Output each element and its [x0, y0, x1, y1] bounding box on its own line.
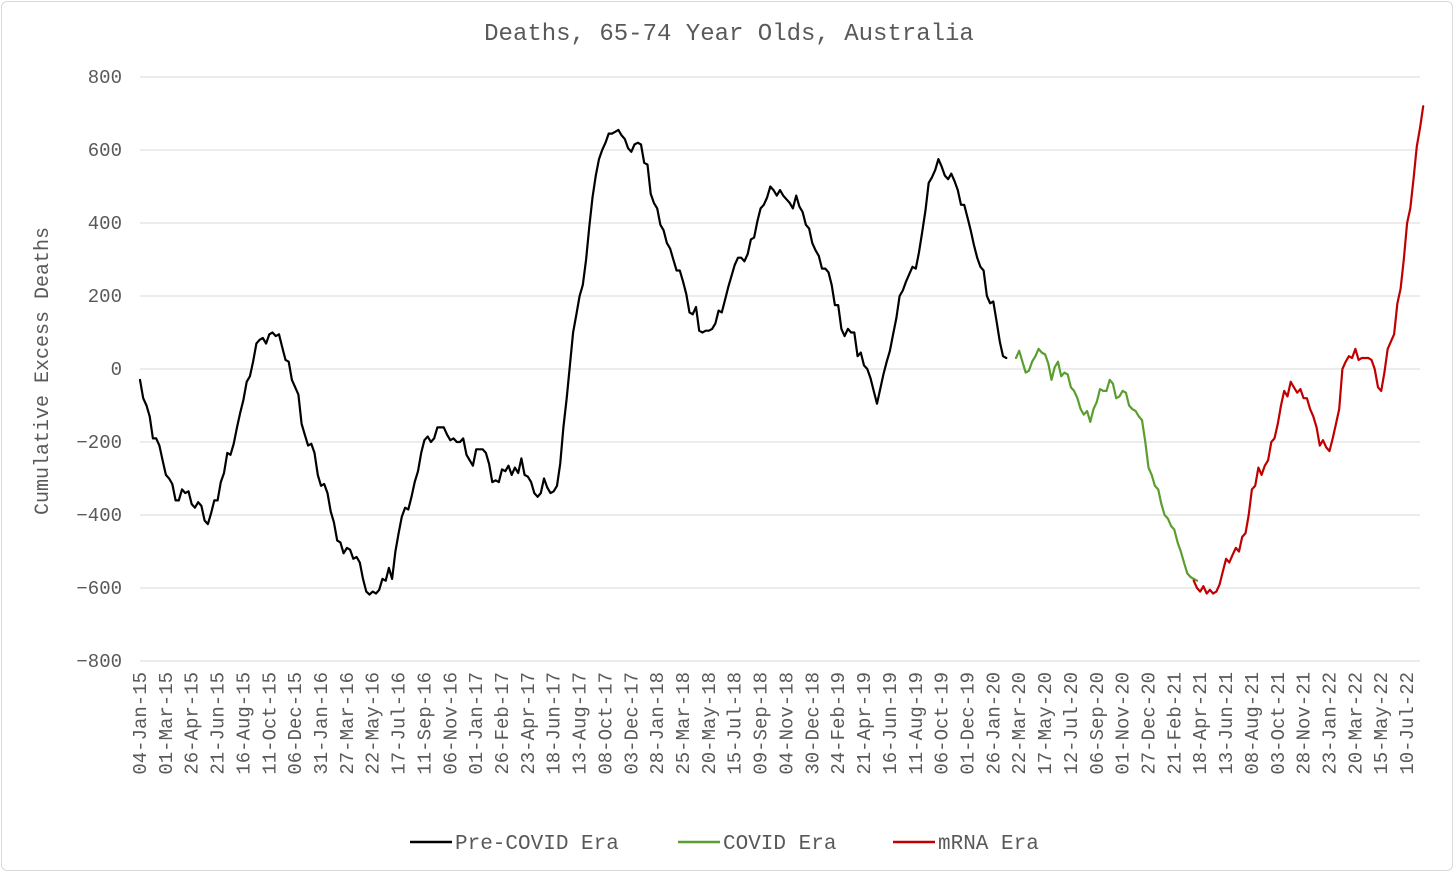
legend-label: COVID Era: [723, 833, 836, 856]
y-axis-label: Cumulative Excess Deaths: [32, 227, 55, 515]
x-tick-label: 26-Apr-15: [182, 672, 204, 775]
x-tick-label: 01-Nov-20: [1113, 672, 1135, 775]
x-tick-label: 03-Dec-17: [621, 672, 643, 775]
x-tick-label: 16-Aug-15: [233, 672, 255, 775]
y-tick-label: −800: [76, 651, 122, 673]
series-line: [1014, 347, 1199, 582]
x-tick-label: 28-Jan-18: [647, 672, 669, 775]
x-tick-label: 06-Sep-20: [1087, 672, 1109, 775]
series-line: [1192, 105, 1425, 595]
x-tick-label: 16-Jun-19: [880, 672, 902, 775]
y-tick-label: 400: [88, 213, 122, 235]
x-tick-label: 01-Mar-15: [156, 672, 178, 775]
x-tick-label: 21-Apr-19: [854, 672, 876, 775]
x-tick-label: 31-Jan-16: [311, 672, 333, 775]
x-tick-label: 06-Nov-16: [440, 672, 462, 775]
x-tick-label: 22-May-16: [363, 672, 385, 775]
series-line: [138, 128, 1008, 596]
legend-label: Pre-COVID Era: [455, 833, 619, 856]
x-tick-label: 15-May-22: [1371, 672, 1393, 775]
x-tick-label: 11-Sep-16: [414, 672, 436, 775]
x-tick-label: 20-Mar-22: [1345, 672, 1367, 775]
y-tick-label: 200: [88, 286, 122, 308]
x-tick-label: 04-Nov-18: [776, 672, 798, 775]
x-tick-label: 06-Oct-19: [932, 672, 954, 775]
x-tick-label: 12-Jul-20: [1061, 672, 1083, 775]
x-tick-label: 18-Apr-21: [1190, 672, 1212, 775]
y-tick-label: −200: [76, 432, 122, 454]
x-tick-label: 13-Jun-21: [1216, 672, 1238, 775]
x-tick-label: 15-Jul-18: [725, 672, 747, 775]
x-tick-label: 23-Apr-17: [518, 672, 540, 775]
y-tick-label: 0: [111, 359, 122, 381]
x-tick-label: 10-Jul-22: [1397, 672, 1419, 775]
chart-title: Deaths, 65-74 Year Olds, Australia: [484, 21, 974, 48]
x-tick-label: 26-Feb-17: [492, 672, 514, 775]
y-tick-label: 600: [88, 140, 122, 162]
x-tick-label: 01-Dec-19: [957, 672, 979, 775]
x-tick-label: 17-May-20: [1035, 672, 1057, 775]
y-tick-label: 800: [88, 67, 122, 89]
y-tick-label: −600: [76, 578, 122, 600]
x-tick-label: 03-Oct-21: [1268, 672, 1290, 775]
x-tick-label: 08-Aug-21: [1242, 672, 1264, 775]
x-tick-label: 23-Jan-22: [1319, 672, 1341, 775]
x-tick-label: 21-Feb-21: [1164, 672, 1186, 775]
x-tick-label: 24-Feb-19: [828, 672, 850, 775]
x-tick-label: 06-Dec-15: [285, 672, 307, 775]
x-tick-label: 27-Mar-16: [337, 672, 359, 775]
x-tick-label: 09-Sep-18: [751, 672, 773, 775]
x-tick-label: 28-Nov-21: [1294, 672, 1316, 775]
x-tick-label: 21-Jun-15: [208, 672, 230, 775]
x-tick-label: 20-May-18: [699, 672, 721, 775]
x-tick-label: 01-Jan-17: [466, 672, 488, 775]
y-tick-label: −400: [76, 505, 122, 527]
legend-label: mRNA Era: [938, 833, 1039, 856]
x-tick-label: 18-Jun-17: [544, 672, 566, 775]
x-tick-label: 11-Oct-15: [259, 672, 281, 775]
legend: Pre-COVID Era COVID Era mRNA Era: [410, 833, 1039, 856]
x-tick-label: 30-Dec-18: [802, 672, 824, 775]
x-tick-label: 25-Mar-18: [673, 672, 695, 775]
x-tick-label: 08-Oct-17: [595, 672, 617, 775]
x-tick-label: 26-Jan-20: [983, 672, 1005, 775]
x-tick-label: 27-Dec-20: [1138, 672, 1160, 775]
x-tick-label: 13-Aug-17: [570, 672, 592, 775]
x-tick-label: 22-Mar-20: [1009, 672, 1031, 775]
x-tick-label: 11-Aug-19: [906, 672, 928, 775]
x-tick-label: 04-Jan-15: [130, 672, 152, 775]
x-tick-label: 17-Jul-16: [389, 672, 411, 775]
